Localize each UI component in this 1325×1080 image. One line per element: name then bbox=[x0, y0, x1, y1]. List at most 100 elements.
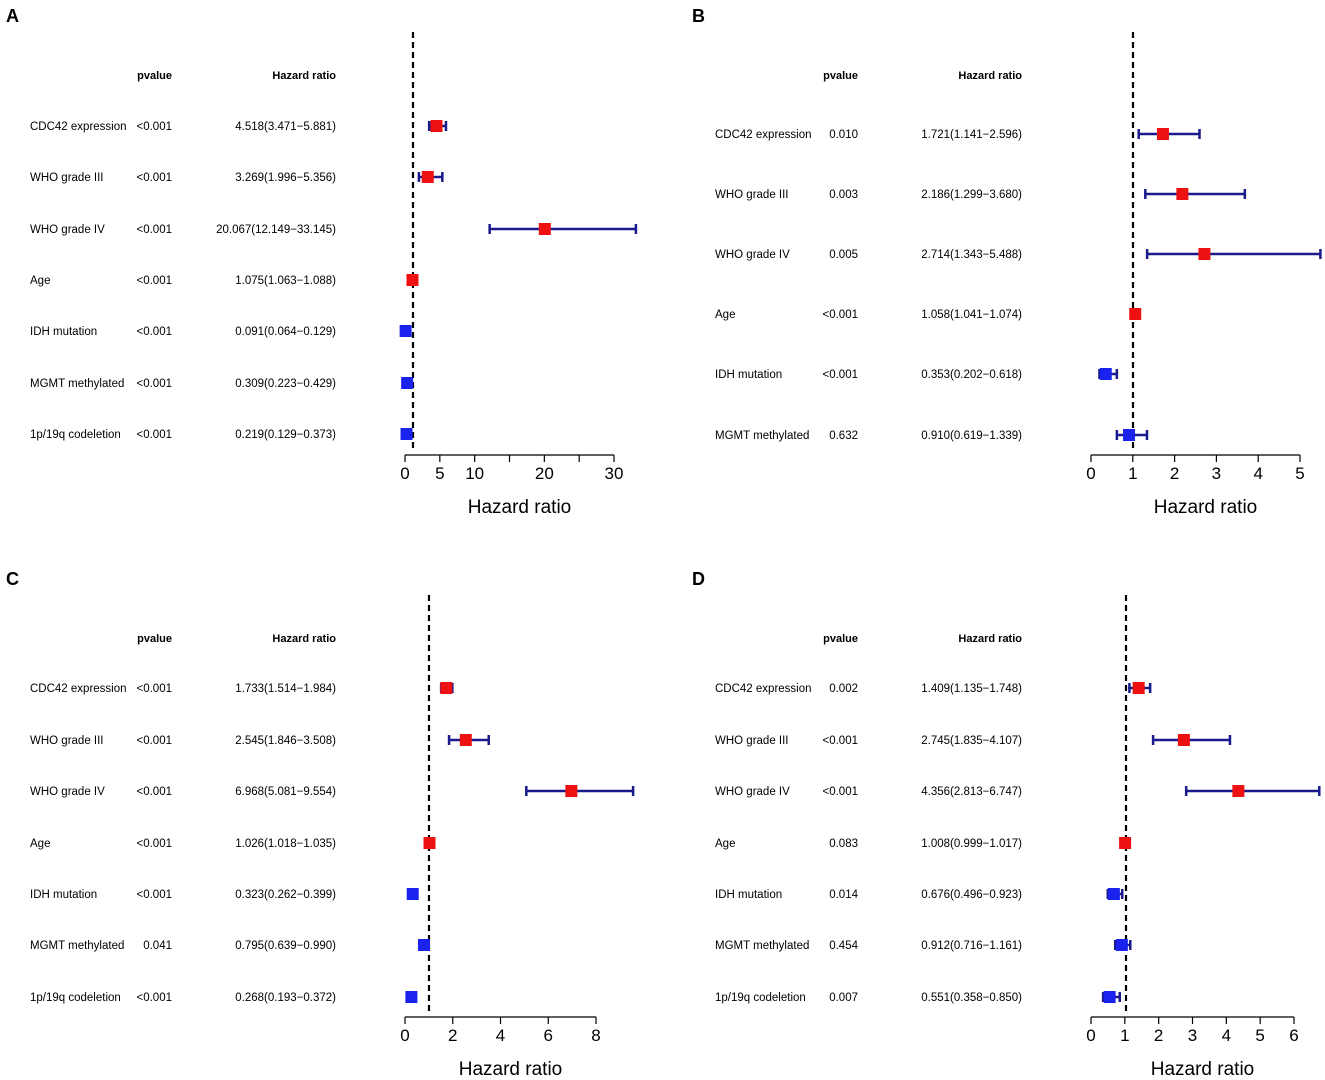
row-pvalue: <0.001 bbox=[137, 786, 173, 798]
hazard-ratio-header: Hazard ratio bbox=[272, 633, 336, 645]
hazard-ratio-marker bbox=[430, 120, 443, 132]
row-variable-name: WHO grade III bbox=[715, 189, 789, 201]
hazard-ratio-marker bbox=[421, 171, 434, 183]
hazard-ratio-marker bbox=[406, 274, 419, 286]
row-hazard-ratio-text: 4.356(2.813−6.747) bbox=[921, 786, 1022, 798]
row-hazard-ratio-text: 0.795(0.639−0.990) bbox=[235, 940, 336, 952]
hazard-ratio-marker bbox=[1232, 785, 1245, 797]
row-hazard-ratio-text: 0.353(0.202−0.618) bbox=[921, 369, 1022, 381]
x-tick-label: 0 bbox=[1086, 464, 1095, 483]
hazard-ratio-marker bbox=[440, 682, 453, 694]
x-tick-label: 6 bbox=[1289, 1026, 1298, 1045]
panel-label: C bbox=[6, 569, 19, 589]
x-tick-label: 1 bbox=[1128, 464, 1137, 483]
row-variable-name: Age bbox=[715, 309, 735, 321]
x-tick-label: 20 bbox=[535, 464, 554, 483]
row-variable-name: WHO grade IV bbox=[30, 786, 105, 798]
row-hazard-ratio-text: 1.733(1.514−1.984) bbox=[235, 683, 336, 695]
forest-row: IDH mutation <0.001 0.323(0.262−0.399) bbox=[30, 888, 419, 901]
row-pvalue: <0.001 bbox=[823, 309, 859, 321]
x-tick-label: 2 bbox=[448, 1026, 457, 1045]
panel-label: A bbox=[6, 6, 19, 26]
row-hazard-ratio-text: 1.008(0.999−1.017) bbox=[921, 838, 1022, 850]
x-axis-title: Hazard ratio bbox=[459, 1059, 563, 1080]
row-variable-name: 1p/19q codeletion bbox=[30, 992, 121, 1004]
hazard-ratio-marker bbox=[1132, 682, 1145, 694]
row-variable-name: 1p/19q codeletion bbox=[715, 992, 806, 1004]
x-tick-label: 2 bbox=[1154, 1026, 1163, 1045]
forest-row: WHO grade III <0.001 2.745(1.835−4.107) bbox=[715, 734, 1232, 747]
x-axis: 0 5 10 20 30 Hazard ratio bbox=[400, 454, 624, 518]
row-variable-name: IDH mutation bbox=[30, 326, 97, 338]
row-hazard-ratio-text: 0.551(0.358−0.850) bbox=[921, 992, 1022, 1004]
row-variable-name: MGMT methylated bbox=[715, 940, 809, 952]
row-pvalue: <0.001 bbox=[823, 786, 859, 798]
x-tick-label: 5 bbox=[1255, 1026, 1264, 1045]
row-pvalue: <0.001 bbox=[823, 735, 859, 747]
x-tick-label: 30 bbox=[605, 464, 624, 483]
hazard-ratio-marker bbox=[400, 428, 413, 440]
row-pvalue: 0.083 bbox=[829, 838, 858, 850]
x-axis: 0 2 4 6 8 Hazard ratio bbox=[400, 1016, 601, 1080]
row-pvalue: 0.454 bbox=[829, 940, 858, 952]
forest-row: CDC42 expression <0.001 1.733(1.514−1.984) bbox=[30, 682, 454, 695]
row-hazard-ratio-text: 2.714(1.343−5.488) bbox=[921, 249, 1022, 261]
pvalue-header: pvalue bbox=[137, 70, 172, 82]
row-hazard-ratio-text: 1.075(1.063−1.088) bbox=[235, 275, 336, 287]
hazard-ratio-header: Hazard ratio bbox=[272, 70, 336, 82]
hazard-ratio-marker bbox=[1107, 888, 1120, 900]
row-hazard-ratio-text: 0.323(0.262−0.399) bbox=[235, 889, 336, 901]
hazard-ratio-marker bbox=[459, 734, 472, 746]
forest-row: WHO grade IV 0.005 2.714(1.343−5.488) bbox=[715, 248, 1322, 261]
row-pvalue: <0.001 bbox=[137, 838, 173, 850]
row-hazard-ratio-text: 0.676(0.496−0.923) bbox=[921, 889, 1022, 901]
row-variable-name: WHO grade III bbox=[30, 735, 104, 747]
row-pvalue: <0.001 bbox=[137, 326, 173, 338]
pvalue-header: pvalue bbox=[823, 633, 858, 645]
forest-row: WHO grade III 0.003 2.186(1.299−3.680) bbox=[715, 188, 1247, 201]
row-hazard-ratio-text: 2.186(1.299−3.680) bbox=[921, 189, 1022, 201]
hazard-ratio-marker bbox=[1099, 368, 1112, 380]
row-hazard-ratio-text: 0.219(0.129−0.373) bbox=[235, 429, 336, 441]
x-tick-label: 1 bbox=[1120, 1026, 1129, 1045]
hazard-ratio-marker bbox=[565, 785, 578, 797]
hazard-ratio-marker bbox=[1129, 308, 1142, 320]
row-pvalue: 0.632 bbox=[829, 430, 858, 442]
x-tick-label: 4 bbox=[1222, 1026, 1231, 1045]
forest-row: WHO grade IV <0.001 4.356(2.813−6.747) bbox=[715, 785, 1321, 798]
row-variable-name: Age bbox=[715, 838, 735, 850]
row-pvalue: <0.001 bbox=[137, 992, 173, 1004]
row-variable-name: CDC42 expression bbox=[715, 683, 812, 695]
hazard-ratio-marker bbox=[1177, 734, 1190, 746]
hazard-ratio-marker bbox=[406, 888, 419, 900]
panel-label: B bbox=[692, 6, 705, 26]
row-variable-name: IDH mutation bbox=[715, 889, 782, 901]
forest-row: MGMT methylated <0.001 0.309(0.223−0.429) bbox=[30, 377, 414, 390]
x-axis: 0 1 2 3 4 5 6 Hazard ratio bbox=[1086, 1016, 1299, 1080]
row-variable-name: WHO grade IV bbox=[30, 224, 105, 236]
row-pvalue: 0.041 bbox=[143, 940, 172, 952]
hazard-ratio-marker bbox=[405, 991, 418, 1003]
hazard-ratio-header: Hazard ratio bbox=[958, 70, 1022, 82]
forest-row: WHO grade III <0.001 3.269(1.996−5.356) bbox=[30, 171, 444, 184]
hazard-ratio-marker bbox=[1115, 939, 1128, 951]
row-hazard-ratio-text: 4.518(3.471−5.881) bbox=[235, 121, 336, 133]
row-variable-name: MGMT methylated bbox=[715, 430, 809, 442]
row-pvalue: <0.001 bbox=[137, 121, 173, 133]
row-hazard-ratio-text: 0.912(0.716−1.161) bbox=[921, 940, 1022, 952]
forest-row: Age <0.001 1.026(1.018−1.035) bbox=[30, 837, 436, 850]
hazard-ratio-marker bbox=[538, 223, 551, 235]
row-pvalue: <0.001 bbox=[137, 275, 173, 287]
forest-row: Age <0.001 1.075(1.063−1.088) bbox=[30, 274, 419, 287]
x-tick-label: 10 bbox=[465, 464, 484, 483]
x-tick-label: 0 bbox=[400, 464, 409, 483]
row-variable-name: WHO grade IV bbox=[715, 249, 790, 261]
row-variable-name: IDH mutation bbox=[30, 889, 97, 901]
row-variable-name: MGMT methylated bbox=[30, 378, 124, 390]
x-tick-label: 6 bbox=[544, 1026, 553, 1045]
row-variable-name: IDH mutation bbox=[715, 369, 782, 381]
row-pvalue: 0.010 bbox=[829, 129, 858, 141]
